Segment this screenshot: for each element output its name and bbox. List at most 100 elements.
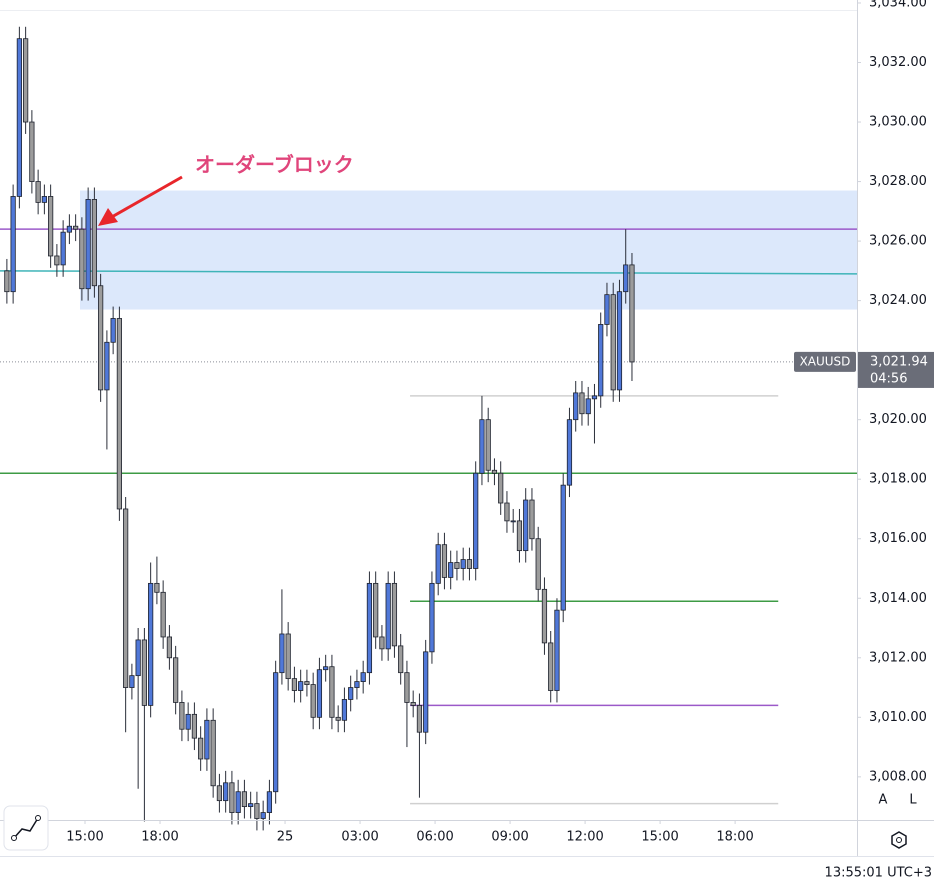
drawing-tool-icon	[13, 817, 39, 839]
candle-body	[591, 395, 598, 400]
x-tick-label: 18:00	[716, 830, 753, 845]
candle-body	[35, 181, 41, 203]
candle-body	[485, 419, 491, 471]
candle-body	[98, 285, 104, 391]
y-tick-label: 3,026.00	[869, 234, 927, 249]
annotation: オーダーブロック	[195, 153, 354, 177]
candle-body	[410, 702, 416, 706]
candle-body	[491, 469, 498, 474]
scale-button-label[interactable]: A	[879, 793, 888, 808]
candle-body	[73, 225, 79, 230]
candle-body	[198, 737, 204, 760]
candle-body	[260, 812, 266, 819]
x-tick-label: 15:00	[66, 830, 103, 845]
candle-body	[366, 582, 373, 674]
candle-body	[173, 657, 179, 703]
settings-button	[896, 837, 902, 843]
candle-body	[223, 782, 229, 802]
candle-body	[535, 538, 541, 590]
candle-body	[373, 582, 379, 638]
candle-body	[498, 472, 504, 504]
candle-body	[416, 705, 423, 733]
candle-body	[473, 472, 479, 569]
candle-body	[466, 559, 473, 569]
candle-body	[216, 785, 223, 802]
candle-body	[129, 675, 135, 688]
candle-body	[516, 520, 523, 552]
candle-body	[148, 582, 154, 706]
y-tick-label: 3,008.00	[869, 769, 927, 784]
candle-body	[210, 719, 216, 787]
candle-body	[316, 669, 323, 718]
candle-body	[323, 666, 329, 671]
candle-body	[41, 196, 47, 203]
scale-button-label[interactable]: L	[909, 793, 917, 808]
candle-body	[310, 684, 316, 718]
candle-body	[123, 508, 129, 688]
candle-body	[629, 264, 635, 363]
candle-body	[273, 672, 279, 793]
candle-body	[529, 499, 535, 540]
x-tick-label: 12:00	[566, 830, 603, 845]
candle-body	[435, 544, 441, 584]
candle-body	[298, 681, 304, 691]
drawing-tool-button[interactable]	[3, 805, 49, 851]
scale-button[interactable]	[902, 789, 924, 811]
candle-body	[204, 719, 210, 760]
settings-button[interactable]	[891, 831, 907, 849]
candle-body	[548, 642, 554, 691]
y-tick-label: 3,016.00	[869, 531, 927, 546]
candle-body	[348, 687, 354, 700]
candle-body	[29, 121, 35, 182]
y-tick-label: 3,018.00	[869, 472, 927, 487]
x-tick-label: 15:00	[641, 830, 678, 845]
price-label: 3,021.94	[870, 354, 928, 369]
y-tick-label: 3,024.00	[869, 293, 927, 308]
candle-body	[554, 609, 560, 691]
candle-body	[391, 582, 398, 647]
annotation-arrow-head	[98, 208, 118, 226]
candle-body	[354, 681, 360, 688]
candle-body	[110, 318, 116, 343]
candle-body	[104, 341, 110, 391]
candle-body	[585, 398, 591, 415]
candle-body	[441, 544, 448, 578]
candle-body	[504, 502, 510, 522]
candle-body	[154, 582, 160, 593]
y-tick-label: 3,014.00	[869, 591, 927, 606]
candle-body	[598, 324, 604, 397]
candle-body	[229, 782, 235, 813]
candle-body	[479, 419, 485, 474]
trend-line	[0, 270, 858, 275]
axes: 3,008.00 3,010.00 3,012.00 3,014.00 3,016.00…	[66, 0, 934, 845]
candle-body	[60, 231, 66, 266]
candle-body	[4, 270, 10, 293]
symbol-label-box	[794, 351, 856, 372]
x-tick-label: 25	[277, 830, 294, 845]
x-tick-label: 09:00	[491, 830, 528, 845]
candle-body	[266, 791, 273, 813]
candle-body	[623, 264, 629, 293]
candle-body	[291, 678, 298, 691]
candle-body	[304, 681, 310, 685]
candle-body	[510, 520, 516, 523]
candle-body	[91, 199, 97, 287]
candle-body	[385, 582, 391, 650]
annotation-arrow	[109, 175, 183, 220]
candle-body	[23, 38, 29, 123]
countdown: 04:56	[870, 371, 907, 386]
x-tick-label: 06:00	[416, 830, 453, 845]
candle-body	[541, 588, 548, 644]
candle-body	[116, 318, 122, 510]
candle-body	[135, 639, 141, 677]
candle-body	[235, 791, 241, 813]
symbol-label: XAUUSD	[800, 354, 851, 368]
candle-body	[48, 196, 54, 257]
candle-body	[179, 702, 185, 730]
candle-body	[241, 791, 248, 808]
scale-button[interactable]	[872, 789, 894, 811]
candle-body	[254, 803, 260, 819]
y-tick-label: 3,010.00	[869, 710, 927, 725]
candle-body	[279, 633, 285, 674]
